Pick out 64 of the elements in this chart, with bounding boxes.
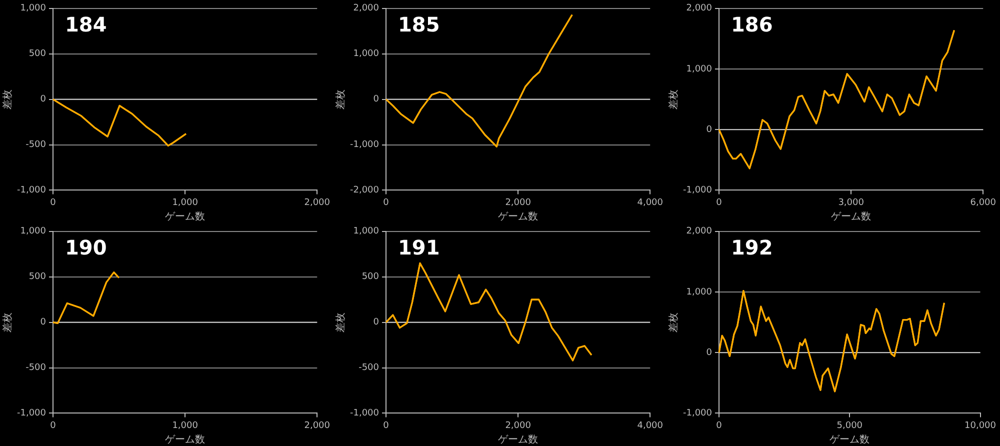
y-tick-label: -1,000 [16, 186, 46, 196]
x-tick-label: 4,000 [637, 420, 664, 431]
y-tick-label: 500 [362, 272, 380, 282]
y-tick-label: 500 [28, 272, 46, 282]
y-tick-label: 1,000 [686, 287, 712, 298]
y-tick-label: -1,000 [682, 186, 712, 196]
x-tick-label: 0 [716, 198, 722, 208]
chart-title: 191 [398, 236, 440, 260]
x-axis-title: ゲーム数 [830, 434, 870, 446]
y-tick-label: 0 [373, 94, 380, 105]
x-tick-label: 2,000 [505, 198, 532, 208]
x-axis-title: ゲーム数 [498, 212, 538, 223]
x-tick-label: 0 [383, 420, 390, 431]
y-tick-label: 2,000 [686, 4, 712, 14]
y-tick-label: 0 [706, 124, 712, 135]
x-tick-label: 0 [383, 198, 390, 208]
y-tick-label: 500 [28, 49, 46, 60]
y-tick-label: 1,000 [353, 226, 380, 237]
y-tick-label: -1,000 [16, 408, 46, 419]
y-axis-title: 差枚 [668, 89, 680, 110]
x-axis-title: ゲーム数 [498, 434, 538, 446]
y-axis-title: 差枚 [2, 312, 14, 332]
x-tick-label: 4,000 [637, 198, 664, 208]
y-tick-label: 0 [373, 318, 380, 328]
x-tick-label: 2,000 [304, 198, 330, 208]
y-tick-label: 1,000 [686, 64, 712, 74]
y-tick-label: 0 [706, 348, 712, 358]
x-tick-label: 2,000 [505, 420, 532, 431]
chart-title: 186 [731, 12, 773, 37]
y-tick-label: -500 [26, 140, 46, 150]
y-tick-label: 1,000 [353, 49, 380, 60]
y-axis-title: 差枚 [334, 312, 347, 332]
y-tick-label: -2,000 [350, 186, 380, 196]
y-tick-label: 0 [40, 94, 46, 105]
y-axis-title: 差枚 [334, 89, 347, 110]
x-axis-title: ゲーム数 [831, 212, 872, 223]
y-tick-label: -500 [26, 363, 46, 374]
y-tick-label: 0 [40, 318, 46, 328]
x-tick-label: 1,000 [172, 198, 198, 208]
x-tick-label: 2,000 [304, 420, 330, 431]
chart-title: 184 [65, 12, 107, 37]
x-tick-label: 0 [50, 198, 56, 208]
x-tick-label: 3,000 [838, 198, 864, 208]
chart-title: 192 [731, 236, 773, 260]
x-tick-label: 5,000 [836, 420, 863, 431]
y-tick-label: -1,000 [350, 140, 380, 150]
y-tick-label: 1,000 [20, 226, 46, 237]
y-axis-title: 差枚 [668, 312, 680, 332]
x-tick-label: 1,000 [172, 420, 198, 431]
x-tick-label: 10,000 [964, 420, 996, 431]
x-axis-title: ゲーム数 [165, 212, 206, 223]
x-axis-title: ゲーム数 [165, 434, 206, 446]
chart-title: 185 [398, 12, 440, 37]
y-tick-label: -1,000 [682, 408, 712, 419]
y-tick-label: 1,000 [20, 4, 46, 14]
y-tick-label: 2,000 [353, 4, 380, 14]
x-tick-label: 6,000 [970, 198, 996, 208]
y-tick-label: 2,000 [686, 226, 712, 237]
x-tick-label: 0 [50, 420, 56, 431]
x-tick-label: 0 [716, 420, 722, 431]
y-tick-label: -500 [358, 363, 380, 374]
y-axis-title: 差枚 [2, 89, 14, 110]
chart-title: 190 [65, 236, 107, 260]
y-tick-label: -1,000 [350, 408, 380, 419]
